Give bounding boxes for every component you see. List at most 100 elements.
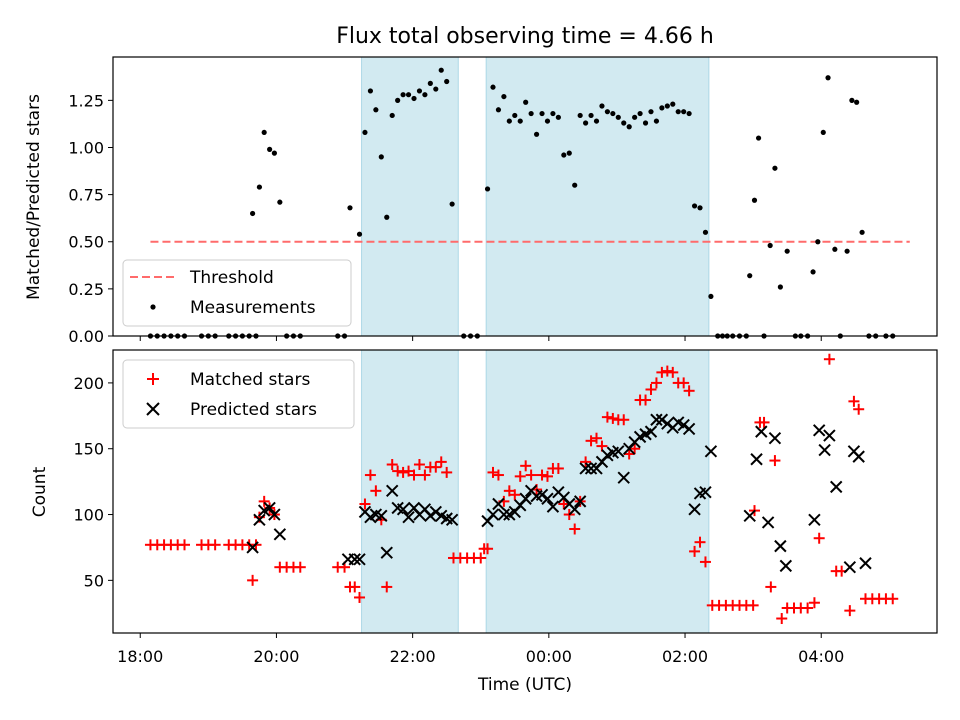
measurement-point — [659, 105, 665, 111]
matched-star-point — [558, 498, 570, 510]
predicted-star-point — [541, 492, 554, 505]
predicted-star-point — [852, 450, 865, 463]
matched-star-point — [769, 455, 781, 467]
measurement-point — [825, 75, 831, 81]
measurement-point — [250, 210, 256, 217]
measurement-point — [784, 248, 790, 254]
predicted-star-point — [246, 541, 259, 554]
measurement-point — [261, 129, 267, 136]
measurement-point — [675, 109, 681, 115]
matched-star-point — [381, 581, 393, 593]
predicted-star-point — [253, 513, 266, 527]
predicted-star-point — [402, 510, 415, 524]
measurement-point — [555, 114, 561, 120]
measurement-point — [854, 99, 860, 105]
matched-star-point — [475, 552, 487, 564]
measurement-point — [411, 95, 417, 102]
measurement-point — [810, 269, 816, 275]
matched-star-point — [514, 470, 526, 482]
measurement-point — [267, 146, 273, 152]
measurement-point — [588, 112, 594, 119]
top-y-tick-label: 0.25 — [68, 280, 104, 299]
measurement-point — [395, 97, 401, 103]
top-y-tick-label: 0.50 — [68, 233, 104, 252]
measurement-point — [490, 84, 496, 90]
x-tick-label: 20:00 — [253, 647, 299, 666]
x-tick-label: 22:00 — [390, 647, 436, 666]
measurement-point — [849, 97, 855, 103]
measurement-point — [512, 112, 518, 119]
measurement-point — [583, 120, 589, 126]
predicted-stars-series — [246, 413, 872, 574]
matched-star-point — [492, 469, 504, 481]
matched-star-point — [569, 523, 581, 535]
matched-star-point — [747, 599, 759, 611]
measurement-point — [427, 80, 433, 86]
predicted-star-point — [573, 495, 587, 508]
matched-star-point — [591, 432, 603, 444]
predicted-star-point — [263, 501, 276, 515]
predicted-star-point — [682, 422, 696, 436]
matched-star-point — [650, 377, 662, 389]
matched-star-point — [629, 443, 641, 455]
matched-star-point — [209, 539, 221, 551]
predicted-star-point — [650, 413, 663, 426]
matched-star-point — [844, 605, 856, 617]
predicted-star-point — [617, 471, 630, 484]
predicted-star-point — [348, 553, 361, 566]
predicted-star-point — [268, 508, 281, 521]
matched-star-point — [370, 485, 382, 497]
measurement-point — [389, 112, 395, 119]
matched-star-point — [580, 456, 592, 468]
measurements-legend-label: Measurements — [190, 298, 316, 318]
matched-star-point — [853, 403, 865, 415]
predicted-star-point — [424, 509, 437, 523]
x-tick-label: 04:00 — [798, 647, 844, 666]
measurement-point — [632, 114, 638, 120]
measurement-point — [539, 110, 545, 117]
top-legend: Threshold Measurements — [122, 259, 352, 327]
predicted-star-point — [768, 431, 782, 445]
x-tick-label: 18:00 — [117, 647, 163, 666]
measurement-point — [767, 242, 773, 249]
measurement-point — [561, 152, 567, 158]
measurement-point — [599, 103, 605, 109]
predicted-star-point — [396, 503, 410, 516]
observing-intervals-bottom — [361, 349, 710, 634]
measurement-point — [604, 109, 611, 115]
matched-star-point — [392, 465, 404, 477]
predicted-star-point — [429, 505, 442, 519]
measurement-point — [416, 88, 423, 94]
bottom-y-tick-label: 200 — [73, 374, 104, 393]
measurement-point — [610, 110, 616, 117]
measurement-point — [544, 118, 551, 124]
matched-star-point — [541, 470, 553, 482]
matched-star-point — [661, 365, 673, 377]
measurement-point — [433, 86, 439, 92]
x-tick-label: 00:00 — [526, 647, 572, 666]
predicted-star-point — [761, 516, 775, 529]
bottom-legend: Matched stars Predicted stars — [122, 359, 355, 429]
measurement-point — [528, 110, 534, 117]
predicted-star-point — [688, 503, 701, 516]
measurement-point — [566, 150, 572, 156]
measurement-point — [653, 118, 660, 124]
predicted-star-point — [375, 509, 388, 523]
predicted-star-point — [823, 429, 836, 442]
predicted-legend-label: Predicted stars — [190, 400, 317, 420]
predicted-legend-swatch — [146, 402, 160, 416]
measurement-point — [670, 101, 676, 107]
measurement-point — [572, 182, 578, 188]
predicted-star-point — [568, 503, 581, 516]
predicted-star-point — [380, 546, 393, 559]
predicted-star-point — [497, 508, 511, 521]
measurement-point — [697, 205, 703, 211]
matched-star-point — [354, 591, 366, 603]
matched-legend-swatch — [147, 373, 159, 385]
matched-star-point — [349, 581, 361, 593]
measurement-point — [621, 120, 627, 126]
measurement-point — [444, 78, 450, 85]
matched-star-point — [487, 466, 499, 478]
predicted-star-point — [808, 513, 821, 527]
